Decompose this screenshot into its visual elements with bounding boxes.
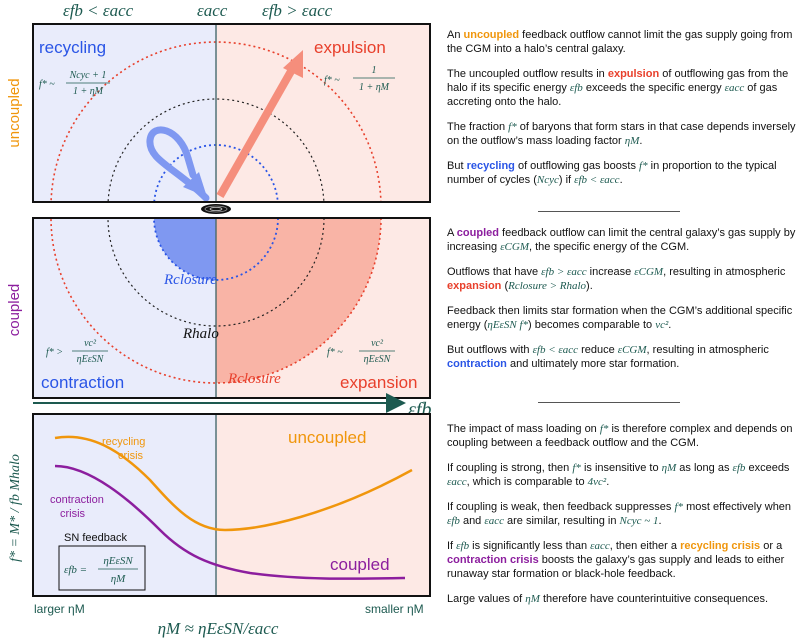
expulsion-arrowhead xyxy=(283,50,303,78)
uncoupled-curve-label: uncoupled xyxy=(288,428,366,447)
panel-fstar-plot: recycling crisis contraction crisis unco… xyxy=(32,413,431,597)
expansion-formula-den: ηEεSN xyxy=(364,354,392,365)
expansion-title: expansion xyxy=(340,373,418,392)
closure-region-blue xyxy=(154,218,216,280)
expulsion-title: expulsion xyxy=(314,38,386,57)
para-weak: If coupling is weak, then feedback suppr… xyxy=(447,501,792,527)
header-center-label: εacc xyxy=(197,1,228,20)
coupled-curve xyxy=(54,464,406,580)
para-coupled-intro: A coupled feedback outflow can limit the… xyxy=(447,227,796,253)
contraction-formula-lhs: f* > xyxy=(46,347,63,358)
para-recycling: But recycling of outflowing gas boosts f… xyxy=(447,160,777,186)
expulsion-formula-den: 1 + ηM xyxy=(359,82,390,93)
r-closure-right-label: Rclosure xyxy=(227,371,281,387)
para-expansion: Outflows that have εfb > εacc increase ε… xyxy=(447,266,786,292)
recycling-loop-arrow xyxy=(146,126,210,202)
recycling-formula-num: Ncyc + 1 xyxy=(69,70,107,81)
x-left-label: larger ηM xyxy=(34,602,85,616)
panel-coupled: Rclosure Rhalo Rclosure contraction expa… xyxy=(32,217,431,399)
coupled-side-label: coupled xyxy=(6,284,23,337)
para-fraction: The fraction f* of baryons that form sta… xyxy=(447,121,796,147)
coupled-explanation: A coupled feedback outflow can limit the… xyxy=(447,226,799,382)
fstar-y-axis-label: f* = M* / fb Mhalo xyxy=(8,454,23,562)
para-impact: The impact of mass loading on f* is ther… xyxy=(447,423,793,449)
divider-2 xyxy=(538,402,680,403)
diagram-figure: εfb < εacc εacc εfb > εacc recycling exp… xyxy=(6,1,431,638)
divider-1 xyxy=(538,211,680,212)
expansion-formula-lhs: f* ~ xyxy=(327,347,343,358)
contraction-title: contraction xyxy=(41,373,124,392)
header-left-label: εfb < εacc xyxy=(63,1,134,20)
sn-formula-lhs: εfb = xyxy=(64,564,87,576)
contraction-formula-num: vc² xyxy=(84,338,97,349)
galaxy-disk-icon xyxy=(201,204,231,214)
recycling-title: recycling xyxy=(39,38,106,57)
mass-loading-explanation: The impact of mass loading on f* is ther… xyxy=(447,422,799,617)
x-center-label: ηM ≈ ηEεSN/εacc xyxy=(158,619,279,638)
recycling-crisis-label-1: recycling xyxy=(102,436,145,448)
panel-uncoupled: recycling expulsion f* ~ Ncyc + 1 1 + ηM… xyxy=(32,23,431,203)
para-expulsion: The uncoupled outflow results in expulsi… xyxy=(447,68,789,108)
expansion-formula-num: vc² xyxy=(371,338,384,349)
para-contraction: But outflows with εfb < εacc reduce εCGM… xyxy=(447,344,769,370)
recycling-formula-den: 1 + ηM xyxy=(73,86,104,97)
sn-feedback-title: SN feedback xyxy=(64,532,127,544)
uncoupled-curve xyxy=(54,435,413,532)
r-halo-label: Rhalo xyxy=(182,326,219,342)
uncoupled-explanation: An uncoupled feedback outflow cannot lim… xyxy=(447,28,799,198)
uncoupled-side-label: uncoupled xyxy=(6,78,23,147)
header-right-label: εfb > εacc xyxy=(262,1,333,20)
expulsion-arrow xyxy=(216,64,298,198)
para-conclusion: Large values of ηM therefore have counte… xyxy=(447,593,768,605)
para-crisis: If εfb is significantly less than εacc, … xyxy=(447,540,785,580)
sn-feedback-box xyxy=(58,545,146,591)
coupled-curve-label: coupled xyxy=(330,555,390,574)
r-closure-left-label: Rclosure xyxy=(163,272,217,288)
recycling-formula-lhs: f* ~ xyxy=(39,79,55,90)
expulsion-formula-num: 1 xyxy=(372,65,377,76)
sn-formula-den: ηM xyxy=(111,573,126,585)
contraction-crisis-label-1: contraction xyxy=(50,494,104,506)
para-uncoupled-intro: An uncoupled feedback outflow cannot lim… xyxy=(447,29,793,55)
recycling-arrowhead xyxy=(183,172,207,197)
contraction-formula-den: ηEεSN xyxy=(77,354,105,365)
closure-region-red xyxy=(216,218,381,383)
recycling-crisis-label-2: crisis xyxy=(118,450,144,462)
x-right-label: smaller ηM xyxy=(365,602,424,616)
sn-formula-num: ηEεSN xyxy=(103,555,133,567)
para-limit: Feedback then limits star formation when… xyxy=(447,305,793,331)
expulsion-formula-lhs: f* ~ xyxy=(324,75,340,86)
contraction-crisis-label-2: crisis xyxy=(60,508,86,520)
para-strong: If coupling is strong, then f* is insens… xyxy=(447,462,790,488)
